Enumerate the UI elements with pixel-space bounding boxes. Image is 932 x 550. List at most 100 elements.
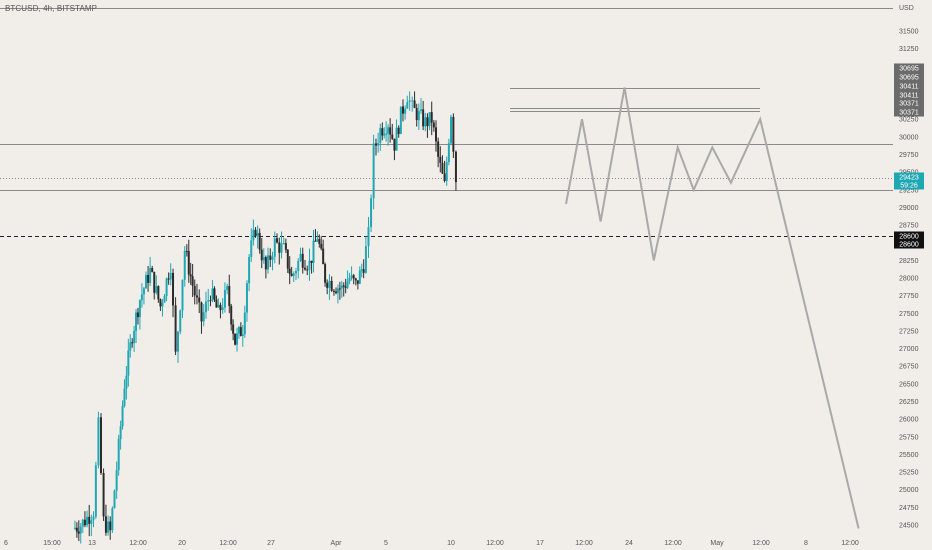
candle-body <box>439 156 442 163</box>
candle-body <box>362 269 365 273</box>
candle-body <box>179 310 182 332</box>
candle-body <box>278 242 281 253</box>
candle-body <box>97 417 100 466</box>
candle-body <box>185 250 188 252</box>
candle-body <box>248 256 251 284</box>
candle-body <box>75 527 78 532</box>
candle-body <box>290 273 293 276</box>
candle-body <box>111 508 114 531</box>
candle-body <box>165 278 168 296</box>
candle-body <box>330 280 333 291</box>
candle-body <box>200 302 203 322</box>
candle-body <box>100 417 103 473</box>
candle-body <box>117 439 120 471</box>
candle-body <box>316 239 319 242</box>
candle-body <box>350 275 353 279</box>
candle-body <box>450 116 453 144</box>
candle-body <box>395 127 398 151</box>
price-tick-label: 31250 <box>899 46 919 53</box>
candle-body <box>81 519 84 527</box>
candle-body <box>284 243 287 250</box>
price-tick-label: 25750 <box>899 434 919 441</box>
candle-body <box>125 375 128 389</box>
candle-body <box>297 260 300 271</box>
time-tick-label: 12:00 <box>129 540 147 547</box>
candle-body <box>314 240 317 242</box>
candle-body <box>109 521 112 531</box>
candle-body <box>230 305 233 325</box>
price-tag-label: 30411 <box>900 84 919 91</box>
candle-body <box>441 162 444 174</box>
candle-body <box>174 305 177 352</box>
time-tick-label: 15:00 <box>43 540 61 547</box>
price-tick-label: 28750 <box>899 223 919 230</box>
candle-body <box>452 116 455 152</box>
candle-body <box>267 255 270 270</box>
candle-body <box>260 249 263 261</box>
time-tick-label: May <box>710 540 724 547</box>
candle-body <box>445 162 448 181</box>
candle-body <box>428 112 431 127</box>
candle-body <box>172 272 175 306</box>
candle-body <box>159 299 162 307</box>
price-tag-label: 28600 <box>899 234 919 241</box>
candle-body <box>243 312 246 335</box>
candle-body <box>422 109 425 127</box>
candle-body <box>102 472 105 517</box>
candle-body <box>372 143 375 199</box>
candle-body <box>217 304 220 308</box>
candle-body <box>401 106 404 114</box>
candle-body <box>147 274 150 283</box>
time-tick-label: 17 <box>536 540 544 547</box>
time-tick-label: 12:00 <box>664 540 682 547</box>
price-tag-label: 30371 <box>899 101 919 108</box>
candle-body <box>207 300 210 302</box>
candle-body <box>435 127 438 142</box>
candle-body <box>107 521 110 533</box>
candle-body <box>292 273 295 276</box>
candle-body <box>195 295 198 298</box>
candle-body <box>374 143 377 146</box>
price-tick-label: 26250 <box>899 399 919 406</box>
candle-body <box>264 257 267 270</box>
candle-body <box>167 278 170 280</box>
candle-body <box>92 516 95 521</box>
candle-body <box>393 138 396 151</box>
candle-body <box>306 269 309 271</box>
candle-body <box>104 516 107 533</box>
candle-body <box>310 260 313 263</box>
time-tick-label: 12:00 <box>575 540 593 547</box>
candle-body <box>153 271 156 293</box>
candle-body <box>79 526 82 534</box>
candle-body <box>338 288 341 290</box>
price-tags: 3069530695304113041130371303712942359:26… <box>894 63 924 249</box>
price-tick-label: 30250 <box>899 117 919 124</box>
candle-body <box>420 109 423 111</box>
candle-body <box>204 301 207 313</box>
candle-body <box>119 426 122 440</box>
price-tick-label: 26000 <box>899 417 919 424</box>
candle-body <box>370 198 373 228</box>
candle-body <box>364 246 367 273</box>
candle-body <box>303 267 306 270</box>
candle-body <box>383 133 386 136</box>
candle-body <box>191 276 194 286</box>
price-tag-box <box>894 90 924 100</box>
candle-body <box>198 297 201 303</box>
horizontal-levels <box>0 8 893 237</box>
candle-body <box>245 283 248 313</box>
candle-body <box>254 229 257 237</box>
candle-body <box>299 253 302 261</box>
candle-body <box>142 288 145 295</box>
candle-body <box>135 312 138 331</box>
candle-body <box>322 248 325 265</box>
candle-body <box>336 288 339 294</box>
candle-body <box>113 490 116 509</box>
price-tag-box <box>894 81 924 91</box>
candle-body <box>262 257 265 261</box>
candle-body <box>161 302 164 307</box>
candle-body <box>241 334 244 337</box>
time-tick-label: 12:00 <box>841 540 859 547</box>
